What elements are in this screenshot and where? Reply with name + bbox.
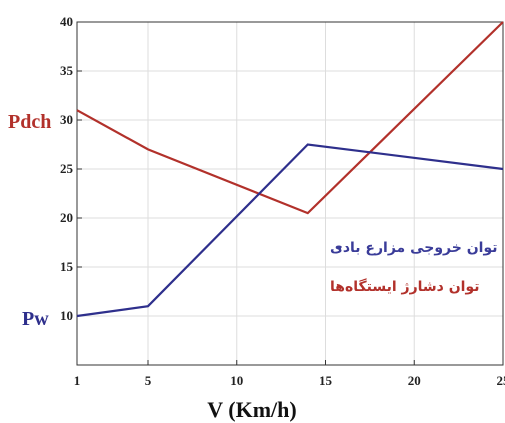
series-line-pdch (76, 21, 504, 215)
plot-frame (76, 21, 504, 366)
legend-marker-discharge-power: - (336, 279, 342, 295)
y-tick-label: 30 (60, 112, 73, 127)
grid (76, 21, 504, 365)
y-tick-label: 40 (60, 14, 73, 29)
x-tick-label: 15 (319, 373, 333, 388)
y-tick-label: 15 (60, 259, 74, 274)
series-layer (76, 21, 504, 318)
legend-item-discharge-power: توان دشارژ ایستگاه‌ها (330, 278, 480, 295)
x-axis-label: V (Km/h) (207, 397, 296, 422)
legend-marker-wind-power: - (336, 240, 342, 256)
pw-label: Pw (22, 308, 49, 330)
y-tick-label: 10 (60, 308, 73, 323)
y-tick-label: 35 (60, 63, 74, 78)
x-tick-label: 5 (145, 373, 152, 388)
x-tick-label: 1 (74, 373, 81, 388)
tick-marks (76, 21, 504, 365)
legend-item-wind-power: توان خروجی مزارع بادی (330, 240, 498, 256)
x-tick-label: 10 (230, 373, 243, 388)
y-tick-label: 20 (60, 210, 73, 225)
x-tick-label: 20 (408, 373, 421, 388)
x-tick-label: 25 (497, 373, 505, 388)
series-line-pw (76, 143, 504, 318)
pdch-label: Pdch (8, 111, 51, 133)
y-tick-label: 25 (60, 161, 74, 176)
